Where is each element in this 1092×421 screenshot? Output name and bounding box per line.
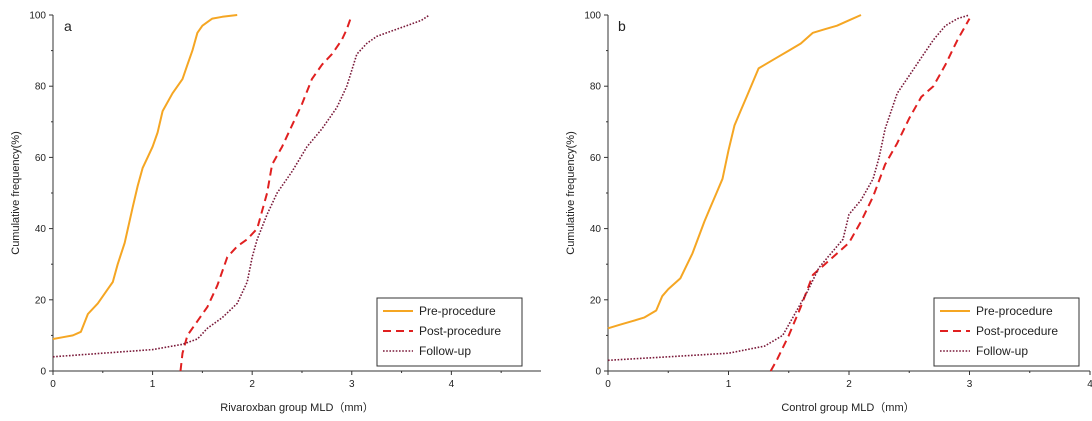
y-tick-label: 60 <box>35 153 47 164</box>
x-tick-label: 3 <box>349 379 355 390</box>
y-tick-label: 40 <box>35 224 47 235</box>
x-tick-label: 1 <box>726 379 732 390</box>
x-tick-label: 2 <box>846 379 852 390</box>
y-tick-label: 0 <box>40 367 46 378</box>
legend-entry: Post-procedure <box>976 324 1058 338</box>
y-tick-label: 0 <box>595 367 601 378</box>
x-tick-label: 0 <box>605 379 611 390</box>
y-tick-label: 100 <box>584 11 601 22</box>
x-tick-label: 3 <box>967 379 973 390</box>
series-line-follow-up <box>52 14 430 358</box>
series-line-follow-up <box>607 14 970 362</box>
legend-entry: Follow-up <box>976 344 1028 358</box>
legend-entry: Pre-procedure <box>419 304 496 318</box>
x-tick-label: 4 <box>1087 379 1092 390</box>
legend: Pre-procedure Post-procedure Follow-up <box>933 297 1080 367</box>
panel-label: b <box>618 18 626 34</box>
y-axis-title: Cumulative frequency(%) <box>565 131 577 255</box>
series-line-pre-procedure <box>607 14 862 330</box>
y-tick-label: 80 <box>35 82 47 93</box>
y-tick-label: 80 <box>590 82 602 93</box>
legend: Pre-procedure Post-procedure Follow-up <box>376 297 523 367</box>
y-tick-label: 40 <box>590 224 602 235</box>
y-axis-title: Cumulative frequency(%) <box>10 131 22 255</box>
x-tick-label: 2 <box>249 379 255 390</box>
legend-entry: Post-procedure <box>419 324 501 338</box>
y-tick-label: 20 <box>35 295 47 306</box>
x-axis-title: Rivaroxban group MLD（mm） <box>220 401 373 414</box>
series-line-pre-procedure <box>52 14 238 340</box>
y-tick-label: 20 <box>590 295 602 306</box>
y-tick-label: 100 <box>29 11 46 22</box>
legend-entry: Follow-up <box>419 344 471 358</box>
x-tick-label: 4 <box>449 379 455 390</box>
series-line-post-procedure <box>769 18 971 372</box>
series-line-post-procedure <box>179 14 353 372</box>
legend-entry: Pre-procedure <box>976 304 1053 318</box>
x-tick-label: 0 <box>50 379 56 390</box>
x-tick-label: 1 <box>150 379 156 390</box>
x-axis-title: Control group MLD（mm） <box>781 401 914 414</box>
y-tick-label: 60 <box>590 153 602 164</box>
panel-label: a <box>64 18 72 34</box>
